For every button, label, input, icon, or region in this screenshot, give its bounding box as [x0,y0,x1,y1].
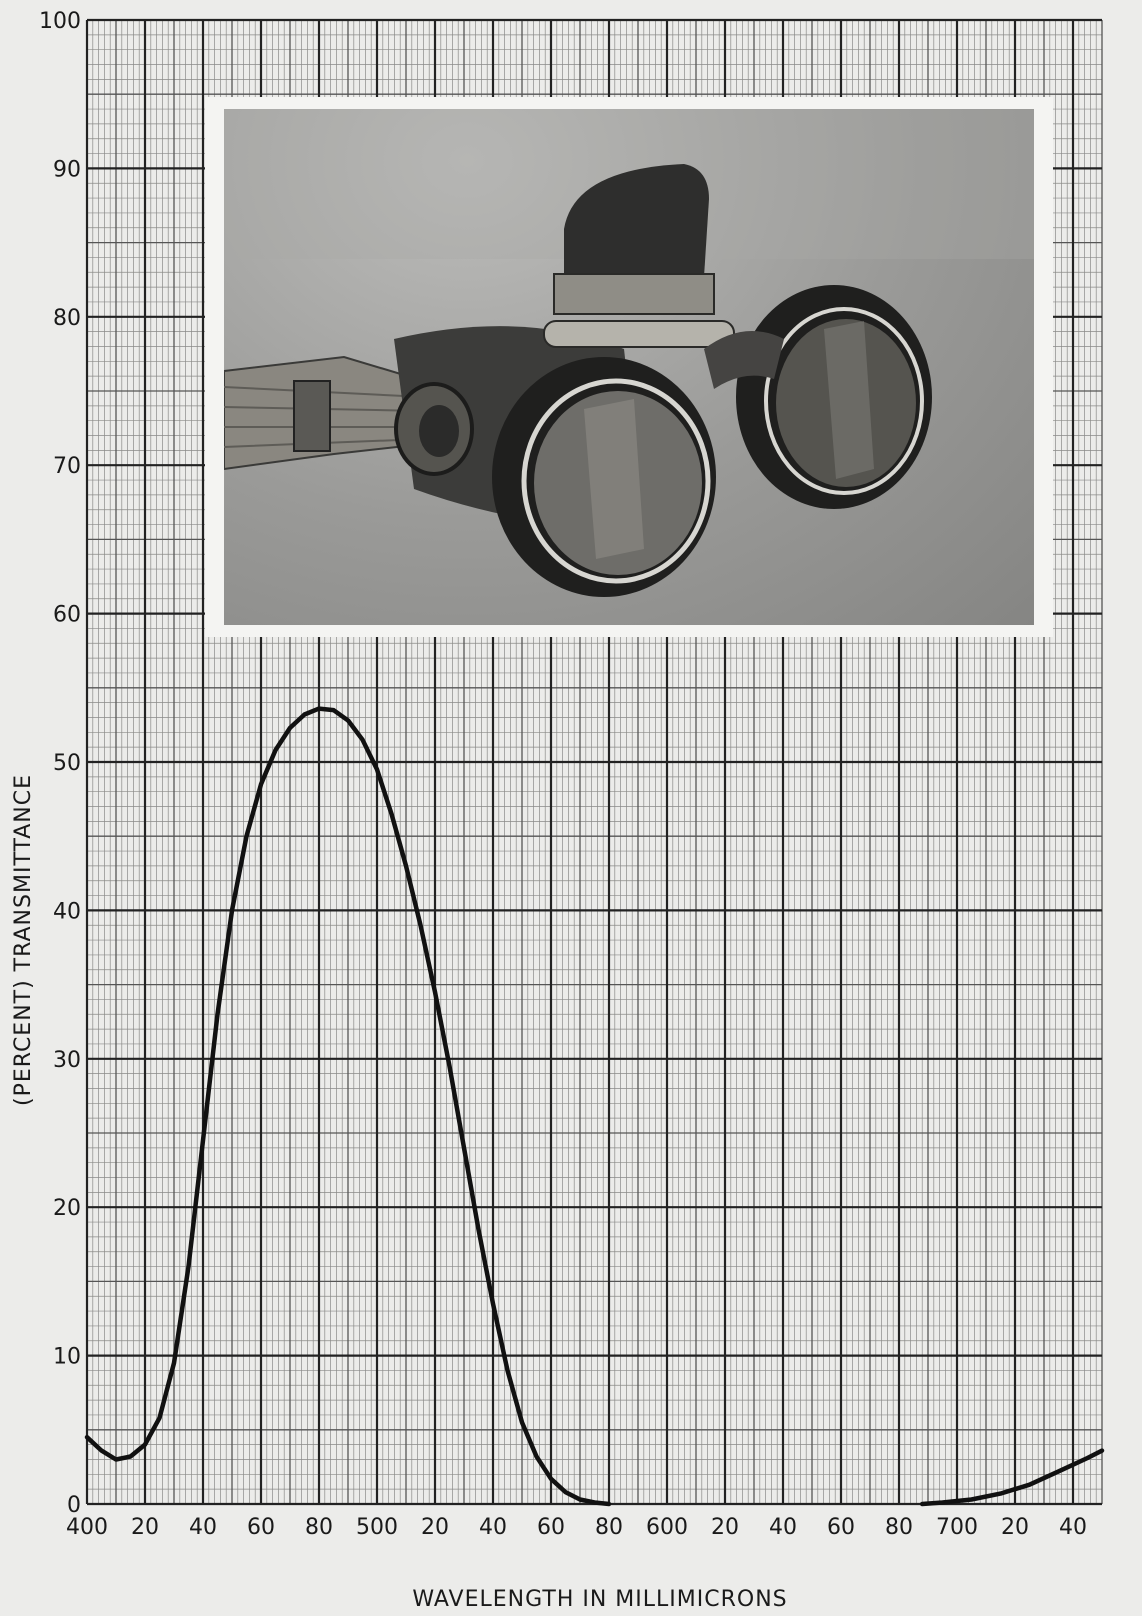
y-tick-label: 70 [53,454,81,479]
x-tick-labels: 400 20 40 60 80 500 20 40 60 80 600 20 40 60 80 700 20 40 [66,1515,1087,1540]
y-tick-label: 20 [53,1196,81,1221]
goggles-illustration [224,109,1034,597]
y-tick-label: 100 [39,9,81,34]
transmittance-curve [84,706,1105,1507]
x-tick-label: 40 [769,1515,797,1540]
x-tick-label: 400 [66,1515,108,1540]
y-tick-label: 0 [67,1493,81,1518]
x-tick-label: 20 [421,1515,449,1540]
x-tick-label: 20 [1001,1515,1029,1540]
y-tick-label: 50 [53,751,81,776]
x-tick-label: 80 [305,1515,333,1540]
y-axis-title: (PERCENT) TRANSMITTANCE [11,774,36,1106]
x-tick-label: 600 [646,1515,688,1540]
x-tick-label: 500 [356,1515,398,1540]
y-tick-label: 40 [53,899,81,924]
y-tick-label: 80 [53,306,81,331]
x-tick-label: 60 [247,1515,275,1540]
x-axis-title: WAVELENGTH IN MILLIMICRONS [412,1587,787,1612]
curve-segment-1 [84,706,612,1507]
x-tick-label: 700 [936,1515,978,1540]
x-tick-label: 80 [595,1515,623,1540]
x-tick-label: 40 [479,1515,507,1540]
x-tick-label: 80 [885,1515,913,1540]
x-tick-label: 60 [537,1515,565,1540]
welding-goggles-photo [224,109,1034,625]
curve-segment-2 [919,1448,1105,1507]
y-tick-label: 30 [53,1048,81,1073]
y-tick-label: 60 [53,603,81,628]
x-tick-label: 40 [1059,1515,1087,1540]
y-tick-label: 10 [53,1345,81,1370]
x-tick-label: 20 [131,1515,159,1540]
goggles-photo-frame [205,97,1053,637]
x-tick-label: 40 [189,1515,217,1540]
y-tick-label: 90 [53,157,81,182]
x-tick-label: 20 [711,1515,739,1540]
y-tick-labels: 0 10 20 30 40 50 60 70 80 90 100 [39,9,81,1518]
x-tick-label: 60 [827,1515,855,1540]
